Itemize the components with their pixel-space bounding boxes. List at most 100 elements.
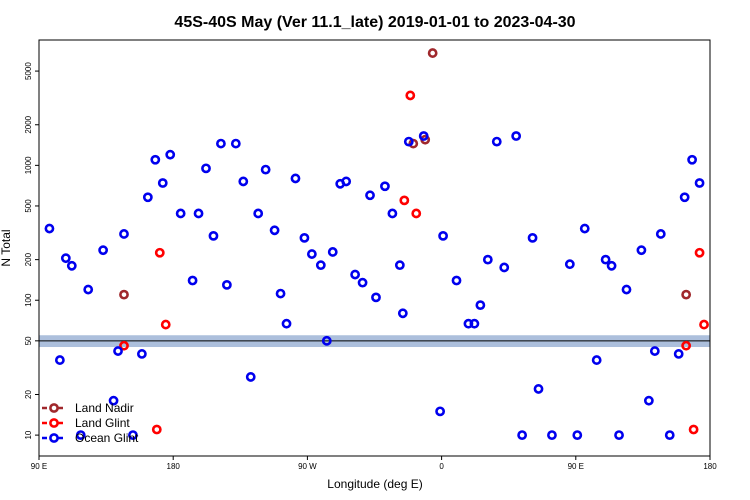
data-point: [649, 346, 660, 356]
data-point: [403, 136, 414, 147]
y-axis: 10 20 50 100 200 500 1000 2000 5000: [24, 62, 39, 440]
data-point: [418, 131, 429, 141]
data-point: [142, 192, 153, 203]
data-point: [679, 192, 690, 203]
data-point: [399, 195, 410, 206]
data-point: [491, 136, 502, 147]
data-point: [600, 254, 611, 265]
data-point: [564, 259, 575, 270]
data-point: [208, 230, 219, 241]
data-point: [327, 247, 338, 257]
x-tick-label: 90 W: [298, 462, 317, 471]
x-tick-label: 90 E: [568, 462, 584, 471]
data-point: [365, 190, 375, 201]
data-point: [269, 225, 280, 236]
y-tick-label: 100: [24, 293, 33, 307]
data-point: [216, 138, 226, 149]
data-point: [193, 208, 204, 219]
data-point: [160, 319, 171, 330]
data-point: [527, 232, 538, 243]
data-point: [579, 223, 590, 234]
data-point: [157, 178, 168, 188]
data-point: [533, 384, 544, 394]
series-2: [44, 131, 705, 441]
x-tick-label: 180: [703, 462, 717, 471]
data-point: [260, 164, 271, 175]
data-point: [119, 289, 129, 300]
data-point: [451, 275, 462, 286]
data-point: [201, 163, 211, 174]
data-point: [435, 406, 446, 417]
data-point: [371, 292, 381, 303]
y-axis-title: N Total: [0, 229, 13, 266]
data-point: [511, 131, 522, 141]
data-point: [113, 346, 123, 356]
data-point: [175, 208, 186, 219]
data-point: [469, 318, 480, 329]
data-point: [405, 90, 416, 101]
y-tick-label: 200: [24, 252, 33, 266]
data-point: [306, 249, 317, 259]
data-point: [643, 395, 654, 406]
data-point: [290, 173, 301, 184]
x-tick-label: 0: [439, 462, 444, 471]
data-point: [694, 247, 705, 258]
data-point: [380, 181, 390, 192]
x-axis-title: Longitude (deg E): [327, 477, 422, 491]
legend-item: Land Nadir: [42, 401, 134, 415]
data-point: [341, 176, 352, 187]
data-point: [54, 355, 65, 365]
data-point: [119, 340, 129, 351]
data-point: [315, 260, 326, 271]
plot-frame: [38, 39, 711, 457]
y-tick-label: 10: [24, 430, 33, 439]
data-point: [75, 430, 86, 441]
legend-item: Ocean Glint: [42, 431, 139, 445]
data-point: [44, 223, 55, 234]
data-point: [299, 232, 310, 243]
data-point: [614, 430, 624, 441]
data-point: [681, 340, 692, 351]
data-point: [591, 355, 602, 365]
data-point: [221, 279, 232, 290]
data-point: [606, 260, 617, 271]
data-point: [83, 284, 94, 295]
legend-label: Ocean Glint: [75, 431, 139, 445]
legend-marker: [49, 418, 59, 428]
data-point: [151, 424, 162, 435]
data-point: [245, 372, 256, 382]
y-tick-label: 5000: [24, 62, 33, 80]
legend-label: Land Glint: [75, 416, 130, 430]
data-point: [281, 318, 292, 329]
series-0: [119, 48, 692, 300]
data-point: [253, 208, 264, 219]
data-point: [119, 229, 129, 239]
data-point: [499, 262, 510, 273]
y-tick-label: 500: [24, 199, 33, 213]
data-point: [687, 154, 698, 165]
data-point: [136, 349, 147, 359]
data-point: [572, 430, 583, 441]
data-point: [475, 300, 486, 311]
legend-label: Land Nadir: [75, 401, 134, 415]
y-tick-label: 2000: [24, 115, 33, 133]
data-point: [187, 275, 198, 286]
data-point: [411, 208, 422, 219]
data-point: [427, 48, 438, 58]
x-axis: 90 E 180 90 W 0 90 E 180: [31, 456, 717, 471]
data-point: [165, 149, 176, 160]
reference-band: [39, 335, 710, 348]
data-point: [98, 245, 109, 256]
data-point: [699, 319, 709, 330]
x-tick-label: 180: [167, 462, 181, 471]
data-point: [688, 424, 699, 435]
data-point: [681, 289, 692, 300]
plot-series: [44, 48, 709, 441]
y-tick-label: 20: [24, 390, 33, 399]
data-point: [438, 230, 448, 241]
data-point: [238, 176, 249, 187]
data-point: [397, 308, 408, 319]
data-point: [394, 260, 405, 271]
